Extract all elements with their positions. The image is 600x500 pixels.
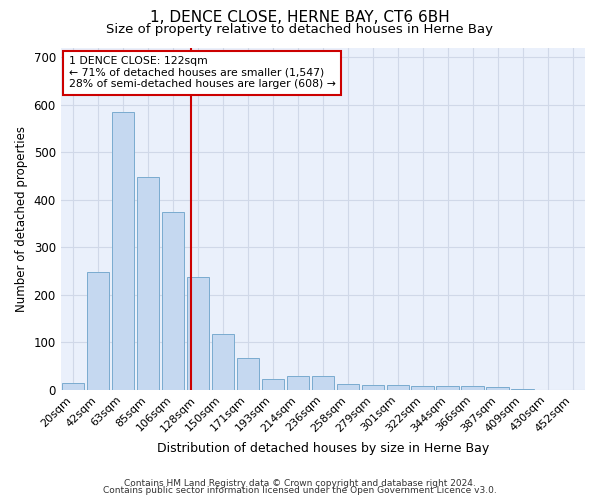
Bar xyxy=(187,277,209,390)
Bar xyxy=(262,380,284,390)
Bar xyxy=(162,212,184,390)
Bar xyxy=(461,386,484,390)
Text: Size of property relative to detached houses in Herne Bay: Size of property relative to detached ho… xyxy=(107,22,493,36)
Bar xyxy=(112,112,134,390)
Bar xyxy=(236,358,259,390)
Bar xyxy=(287,376,309,390)
Bar xyxy=(362,385,384,390)
Y-axis label: Number of detached properties: Number of detached properties xyxy=(15,126,28,312)
Text: Contains HM Land Registry data © Crown copyright and database right 2024.: Contains HM Land Registry data © Crown c… xyxy=(124,478,476,488)
Text: 1 DENCE CLOSE: 122sqm
← 71% of detached houses are smaller (1,547)
28% of semi-d: 1 DENCE CLOSE: 122sqm ← 71% of detached … xyxy=(68,56,335,90)
Bar xyxy=(487,388,509,390)
Bar xyxy=(87,272,109,390)
Bar xyxy=(412,386,434,390)
Bar xyxy=(511,389,534,390)
X-axis label: Distribution of detached houses by size in Herne Bay: Distribution of detached houses by size … xyxy=(157,442,489,455)
Bar xyxy=(137,178,159,390)
Text: 1, DENCE CLOSE, HERNE BAY, CT6 6BH: 1, DENCE CLOSE, HERNE BAY, CT6 6BH xyxy=(150,10,450,25)
Bar xyxy=(386,385,409,390)
Text: Contains public sector information licensed under the Open Government Licence v3: Contains public sector information licen… xyxy=(103,486,497,495)
Bar xyxy=(436,386,459,390)
Bar xyxy=(212,334,234,390)
Bar xyxy=(337,384,359,390)
Bar xyxy=(62,382,85,390)
Bar xyxy=(311,376,334,390)
